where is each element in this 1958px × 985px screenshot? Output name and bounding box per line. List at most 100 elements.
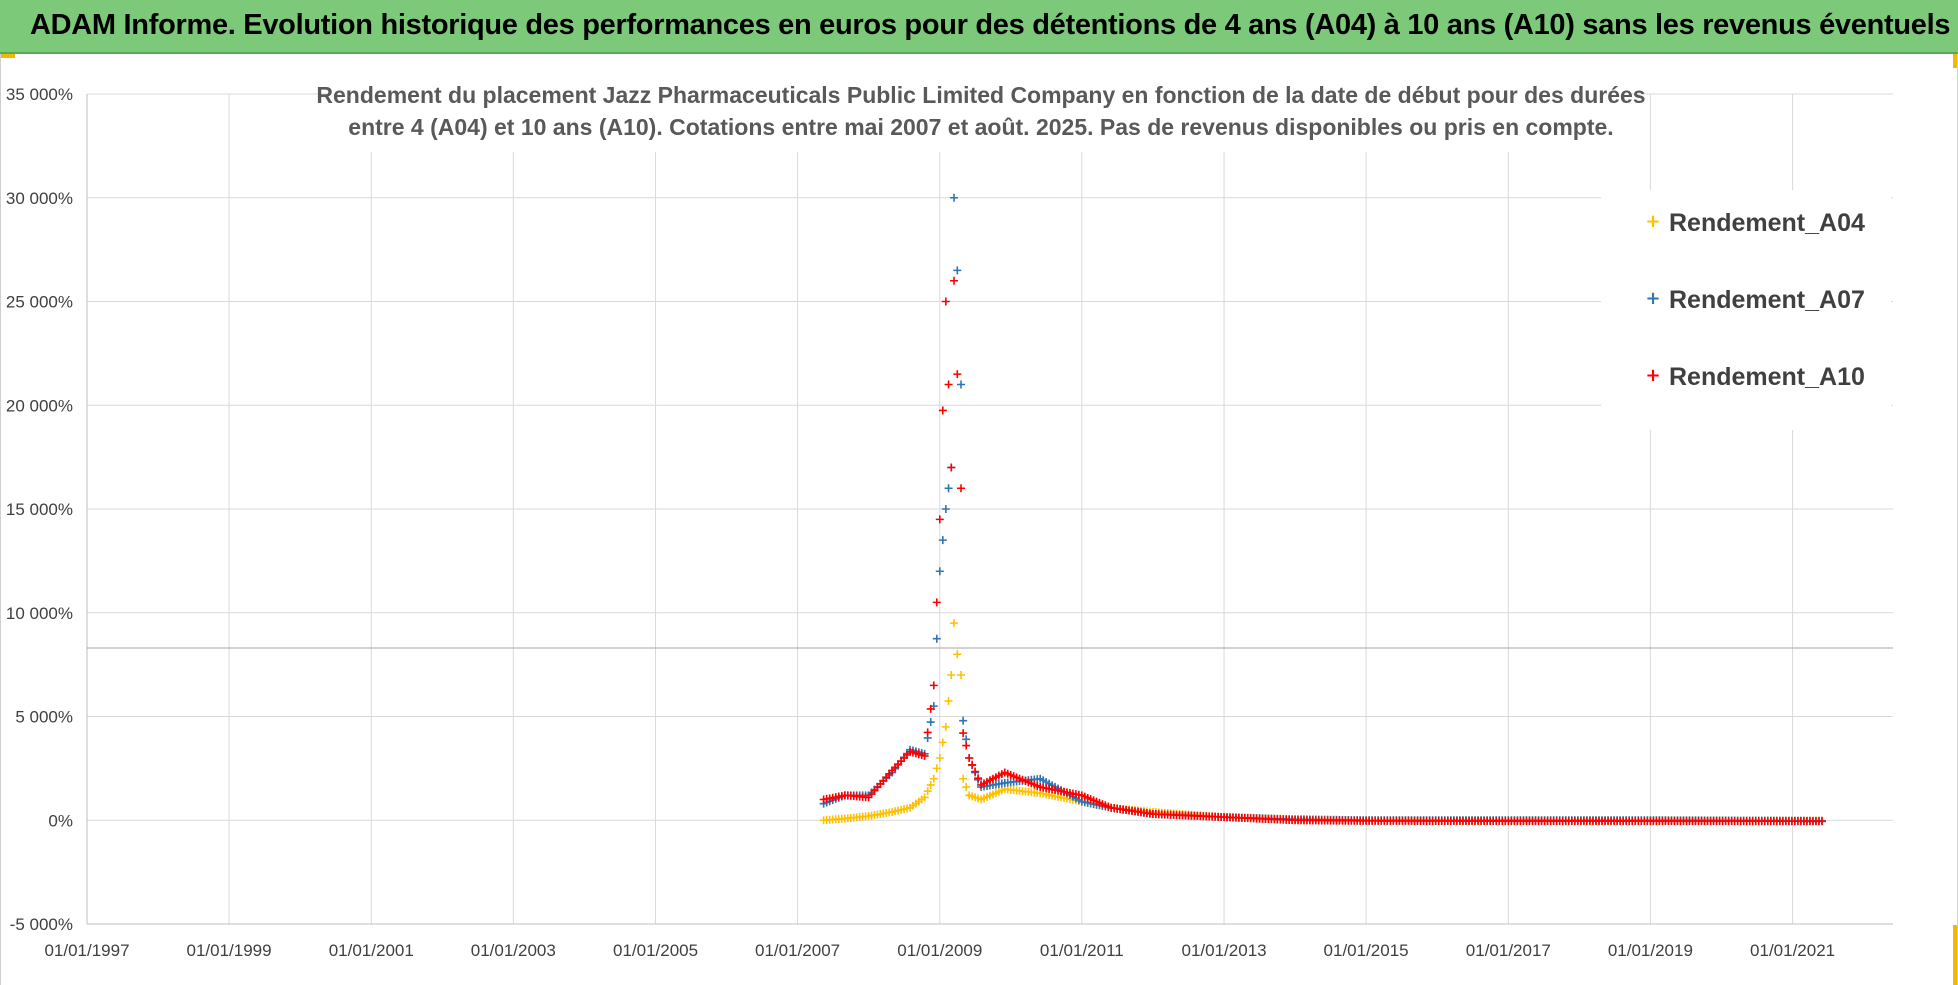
x-tick-label: 01/01/2019 (1608, 941, 1693, 960)
legend-label-a07: Rendement_A07 (1669, 286, 1865, 314)
x-tick-label: 01/01/1999 (186, 941, 271, 960)
rendement-a10-point (953, 370, 962, 379)
y-tick-label: 30 000% (6, 189, 73, 208)
rendement-a10-point (971, 767, 980, 776)
rendement-a04-point (957, 671, 966, 679)
y-tick-label: 5 000% (15, 708, 73, 727)
rendement-a07-point (935, 567, 944, 576)
x-tick-label: 01/01/1997 (44, 941, 129, 960)
title-banner: ADAM Informe. Evolution historique des p… (0, 0, 1958, 54)
rendement-a07-point (997, 779, 1006, 788)
rendement-a10-point (959, 729, 968, 738)
rendement-a07-point (953, 266, 962, 275)
rendement-a04-point (950, 619, 959, 628)
legend-background (1601, 190, 1891, 430)
rendement-a10-point (923, 728, 932, 737)
rendement-a10-point (1104, 802, 1113, 811)
x-tick-label: 01/01/2015 (1324, 941, 1409, 960)
rendement-a04-point (1033, 788, 1042, 797)
rendement-a04-point (861, 812, 870, 821)
corner-accent-top-left (1, 54, 15, 58)
x-tick-label: 01/01/2003 (471, 941, 556, 960)
rendement-a10-point (941, 297, 950, 306)
x-tick-label: 01/01/2001 (329, 941, 414, 960)
corner-accent-bottom-right (1953, 925, 1957, 985)
rendement-a10-point (926, 704, 935, 713)
rendement-a10-point (1074, 790, 1083, 799)
x-tick-label: 01/01/2009 (897, 941, 982, 960)
rendement-a04-point (944, 696, 953, 705)
rendement-a07-point (950, 193, 959, 202)
x-tick-label: 01/01/2017 (1466, 941, 1551, 960)
y-tick-label: 25 000% (6, 293, 73, 312)
rendement-a07-point (959, 716, 968, 725)
x-tick-label: 01/01/2005 (613, 941, 698, 960)
corner-accent-top-right (1953, 54, 1957, 68)
rendement-a10-point (968, 760, 977, 769)
rendement-a10-point (903, 750, 912, 759)
x-tick-label: 01/01/2011 (1040, 941, 1124, 960)
x-tick-label: 01/01/2007 (755, 941, 840, 960)
rendement-a04-point (959, 774, 968, 783)
y-tick-label: 35 000% (6, 85, 73, 104)
rendement-a04-point (923, 787, 932, 796)
rendement-a10-point (917, 751, 926, 760)
rendement-a04-point (962, 783, 971, 792)
rendement-a04-point (926, 780, 935, 789)
rendement-a04-point (997, 786, 1006, 795)
rendement-a04-point (917, 795, 926, 804)
y-tick-label: 10 000% (6, 604, 73, 623)
legend-marker-a04: + (1645, 211, 1660, 232)
rendement-a10-point (929, 681, 938, 690)
rendement-a10-point (974, 774, 983, 783)
rendement-a04-point (903, 804, 912, 813)
rendement-a10-point (944, 380, 953, 389)
data-points (819, 193, 1826, 826)
rendement-a10-point (1814, 817, 1823, 826)
y-tick-label: 0% (48, 811, 73, 830)
rendement-a07-point (941, 505, 950, 513)
rendement-a10-point (1033, 781, 1042, 790)
scatter-chart: -5 000% 0% 5 000% 10 000% 15 000% 20 000% 25 0… (6, 74, 1893, 960)
rendement-a10-point (861, 793, 870, 802)
rendement-a04-point (947, 671, 956, 679)
y-tick-label: 15 000% (6, 500, 73, 519)
legend-label-a04: Rendement_A04 (1669, 209, 1865, 237)
rendement-a04-point (935, 754, 944, 762)
chart-frame: -5 000% 0% 5 000% 10 000% 15 000% 20 000% 25 0… (0, 54, 1958, 985)
chart-title-background (331, 74, 1631, 152)
axes: -5 000% 0% 5 000% 10 000% 15 000% 20 000% 25 0… (6, 85, 1893, 960)
x-tick-label: 01/01/2021 (1750, 941, 1835, 960)
rendement-a10-point (935, 515, 944, 524)
rendement-a10-point (962, 741, 971, 750)
rendement-a04-point (885, 808, 894, 817)
rendement-a10-point (950, 276, 959, 285)
rendement-a04-point (932, 764, 941, 773)
rendement-a10-point (957, 484, 966, 493)
rendement-a04-point (953, 650, 962, 659)
rendement-a07-point (926, 718, 935, 727)
legend-label-a10: Rendement_A10 (1669, 363, 1865, 391)
y-tick-label: -5 000% (10, 915, 73, 934)
rendement-a10-point (932, 598, 941, 607)
chart-title-line-2: entre 4 (A04) et 10 ans (A10). Cotations… (348, 114, 1613, 140)
legend-marker-a10: + (1645, 365, 1660, 386)
rendement-a07-point (938, 536, 947, 545)
chart-title-line-1: Rendement du placement Jazz Pharmaceutic… (316, 82, 1645, 108)
rendement-a04-point (941, 722, 950, 731)
rendement-a07-point (1033, 775, 1042, 784)
rendement-a07-point (932, 634, 941, 643)
rendement-a10-point (938, 406, 947, 415)
x-tick-label: 01/01/2013 (1182, 941, 1267, 960)
rendement-a10-point (885, 769, 894, 778)
rendement-a10-point (965, 754, 974, 762)
grid-lines (86, 93, 1893, 925)
rendement-a07-point (944, 484, 953, 493)
legend: + Rendement_A04 + Rendement_A07 + Rendem… (1601, 190, 1891, 430)
chart-title: Rendement du placement Jazz Pharmaceutic… (316, 74, 1646, 152)
rendement-a04-point (938, 738, 947, 747)
rendement-a04-point (929, 774, 938, 783)
report-title: ADAM Informe. Evolution historique des p… (30, 9, 1951, 41)
y-tick-label: 20 000% (6, 396, 73, 415)
rendement-a07-point (957, 380, 966, 389)
